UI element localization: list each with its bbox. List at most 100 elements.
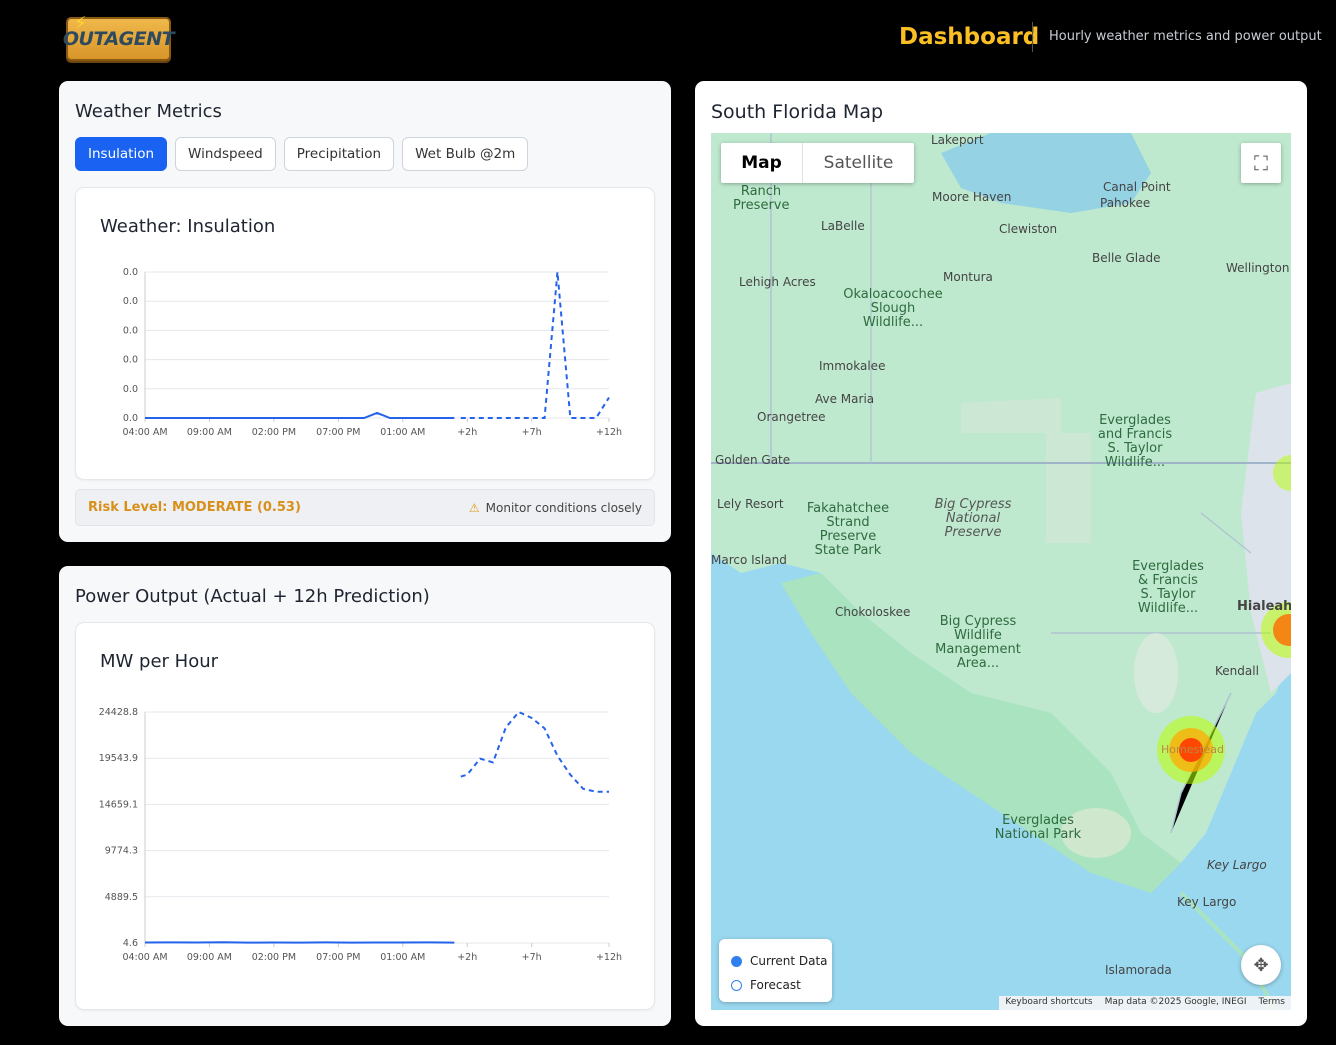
satellite-view-button[interactable]: Satellite [823,153,894,173]
tab-insulation[interactable]: Insulation [75,137,168,171]
map-label: Okaloacoochee Slough Wildlife... [843,287,943,330]
map-label: Lely Resort [717,497,784,511]
x-tick-label: 09:00 AM [187,952,232,963]
x-tick-label: +2h [457,427,477,438]
map-label: Lehigh Acres [739,275,816,289]
map-label: Marco Island [711,553,787,567]
map-terrain [711,133,1291,1010]
map-label: Montura [943,270,993,284]
page-subtitle: Hourly weather metrics and power output [1049,29,1322,44]
weather-card-title: Weather Metrics [75,101,222,122]
y-tick-label: 0.0 [123,355,138,366]
lightning-icon: ⚡ [74,13,87,34]
y-tick-label: 4.6 [123,938,138,949]
x-tick-label: 07:00 PM [316,952,360,963]
map-label: Orangetree [757,410,826,424]
x-tick-label: 02:00 PM [252,952,296,963]
terms-link[interactable]: Terms [1258,997,1285,1007]
x-tick-label: 04:00 AM [122,427,167,438]
map-label: Lakeport [931,133,984,147]
map-label: Ranch Preserve [733,184,790,213]
forecast-radio[interactable] [731,979,742,991]
legend-forecast-label: Forecast [750,978,801,992]
x-tick-label: 04:00 AM [122,952,167,963]
x-tick-label: 01:00 AM [380,427,425,438]
map-label: Key Largo [1207,858,1267,872]
power-chart: 24428.8 19543.9 14659.1 9774.3 4889.5 4.6 04:0… [99,707,622,963]
map-legend: Current Data Forecast [719,939,832,1002]
forecast-series-line [460,271,610,419]
keyboard-shortcuts-link[interactable]: Keyboard shortcuts [1005,997,1093,1007]
insulation-chart-title: Weather: Insulation [100,216,276,237]
map-label: Golden Gate [715,453,791,467]
weather-metrics-card: Weather Metrics Insulation Windspeed Pre… [59,81,671,542]
map-attribution: Keyboard shortcuts Map data ©2025 Google… [999,996,1291,1010]
map-data-text: Map data ©2025 Google, INEGI [1104,997,1247,1007]
map-label: Islamorada [1105,963,1172,977]
y-tick-label: 14659.1 [99,799,138,810]
weather-tabs: Insulation Windspeed Precipitation Wet B… [75,137,529,171]
y-tick-label: 9774.3 [105,846,138,857]
x-tick-label: 01:00 AM [380,952,425,963]
risk-banner: Risk Level: MODERATE (0.53) ⚠ Monitor co… [75,489,655,526]
insulation-chart: 0.0 0.0 0.0 0.0 0.0 0.0 04:00 AM 09:00 AM 02:00 … [122,267,622,438]
map-label: Big Cypress Wildlife Management Area... [935,614,1021,671]
y-tick-label: 0.0 [123,384,138,395]
y-tick-label: 24428.8 [99,707,138,718]
fullscreen-icon[interactable]: ⛶ [1241,143,1281,183]
y-tick-label: 0.0 [123,413,138,424]
map-label: Chokoloskee [835,605,911,619]
risk-message: Monitor conditions closely [485,501,642,515]
map-label: Homestead [1161,743,1225,756]
y-tick-label: 19543.9 [99,753,138,764]
tab-wet-bulb[interactable]: Wet Bulb @2m [402,137,529,171]
map-label: Belle Glade [1092,251,1161,265]
y-tick-label: 0.0 [123,325,138,336]
map-label: Wellington [1226,261,1290,275]
map-label: Canal Point [1103,180,1171,194]
map-label: Everglades and Francis S. Taylor Wildlif… [1097,413,1173,470]
page-title: Dashboard [899,24,1040,50]
x-tick-label: 07:00 PM [316,427,360,438]
power-chart-panel: MW per Hour 24428.8 19543.9 14659.1 9774.3 4… [75,622,655,1010]
x-tick-label: 09:00 AM [187,427,232,438]
map-label: Key Largo [1177,895,1237,909]
map-label: Fakahatchee Strand Preserve State Park [806,501,890,558]
x-tick-label: +7h [522,427,542,438]
map-label: Everglades National Park [994,813,1082,842]
risk-level-text: Risk Level: MODERATE (0.53) [88,500,301,515]
map-type-toggle: Map Satellite [721,143,914,183]
insulation-chart-panel: Weather: Insulation 0.0 0.0 0.0 0.0 0.0 0.0 04… [75,187,655,480]
power-card-title: Power Output (Actual + 12h Prediction) [75,586,430,607]
forecast-series-line [460,710,609,793]
tab-windspeed[interactable]: Windspeed [175,137,276,171]
map-label: LaBelle [821,219,865,233]
map-label: Hialeah [1237,599,1291,614]
map-card-title: South Florida Map [711,101,884,123]
y-tick-label: 0.0 [123,267,138,278]
tab-precipitation[interactable]: Precipitation [283,137,395,171]
map-label: Big Cypress National Preserve [934,497,1012,540]
south-florida-map[interactable]: Lakeport Ranch Preserve Moore Haven Cana… [711,133,1291,1010]
current-data-radio[interactable] [731,955,742,967]
power-output-card: Power Output (Actual + 12h Prediction) M… [59,566,671,1026]
x-tick-label: +2h [457,952,477,963]
camera-control-icon[interactable]: ✥ [1241,945,1281,985]
x-tick-label: +12h [596,952,622,963]
map-label: Ave Maria [815,392,875,406]
warning-icon: ⚠ [468,501,480,515]
header-divider [1032,22,1033,52]
x-tick-label: +7h [522,952,542,963]
x-tick-label: 02:00 PM [252,427,296,438]
map-label: Clewiston [999,222,1058,236]
map-view-button[interactable]: Map [721,143,803,183]
power-chart-title: MW per Hour [100,651,219,672]
map-card: South Florida Map Lakeport Ranc [695,81,1307,1026]
actual-series-line [145,411,455,419]
outagent-logo: ⚡ OUTAGENT [63,13,175,61]
y-tick-label: 4889.5 [105,892,138,903]
y-tick-label: 0.0 [123,296,138,307]
map-label: Immokalee [819,359,886,373]
legend-current-label: Current Data [750,954,828,968]
x-tick-label: +12h [596,427,622,438]
